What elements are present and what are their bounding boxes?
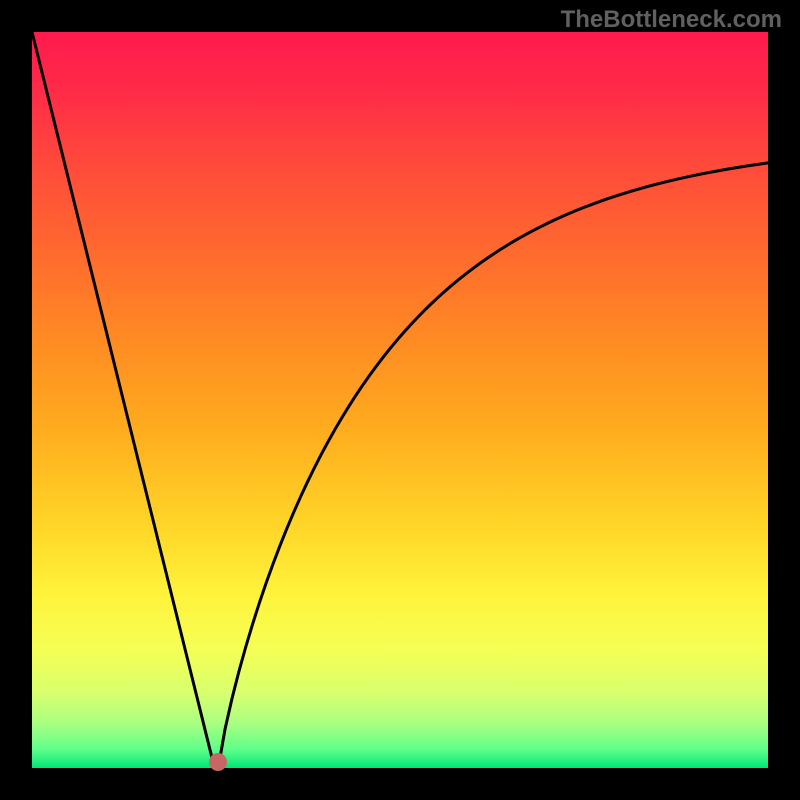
plot-area [32,32,768,768]
chart-root: TheBottleneck.com [0,0,800,800]
watermark-text: TheBottleneck.com [561,6,782,34]
optimal-point-marker [209,753,227,771]
gradient-background [32,32,768,768]
